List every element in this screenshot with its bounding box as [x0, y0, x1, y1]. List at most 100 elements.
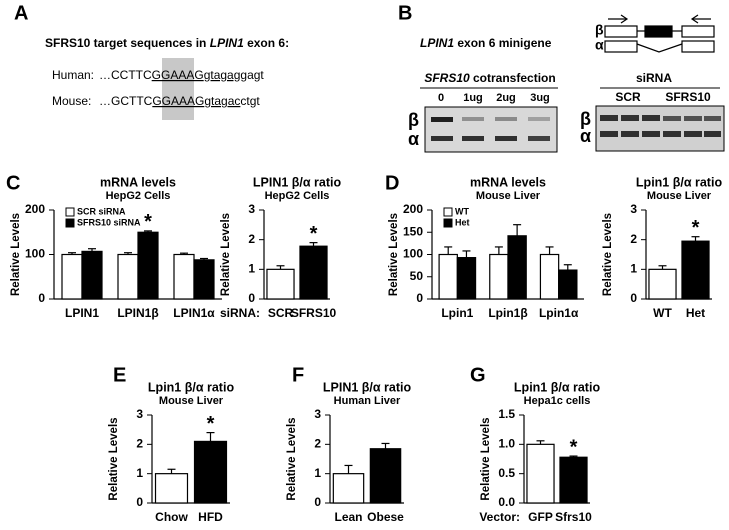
- lane-label: SFRS10: [665, 90, 711, 104]
- highlight: [162, 58, 194, 120]
- x-tick-label: Lpin1β: [488, 306, 527, 320]
- bar: [81, 250, 103, 300]
- y-tick-label: 2: [248, 232, 255, 246]
- heading: SFRS10 target sequences in LPIN1 exon 6:: [45, 36, 289, 50]
- y-tick-label: 3: [248, 202, 255, 216]
- y-tick-label: 2: [630, 232, 637, 246]
- y-tick-label: 0.5: [498, 466, 515, 480]
- x-tick-label: SCR: [268, 306, 294, 320]
- chart-subtitle: HepG2 Cells: [265, 190, 330, 202]
- chart-title: LPIN1 β/α ratio: [253, 175, 342, 189]
- y-tick-label: 0: [416, 291, 423, 305]
- bar: [266, 268, 295, 300]
- y-tick-label: 0: [38, 291, 45, 305]
- panel-label: A: [14, 2, 28, 24]
- panel-label: C: [6, 172, 20, 194]
- bar: [438, 253, 458, 300]
- y-tick-label: 1: [136, 466, 143, 480]
- y-tick-label: 1: [314, 466, 321, 480]
- sequence: …GCTTCGGAAAGgtagacctgt: [99, 94, 260, 108]
- legend-label: SFRS10 siRNA: [77, 217, 141, 227]
- y-tick-label: 0: [136, 495, 143, 509]
- bar: [193, 259, 215, 300]
- bar: [539, 253, 560, 300]
- y-tick-label: 200: [403, 202, 423, 216]
- x-tick-label: Lean: [334, 510, 362, 524]
- legend-swatch: [443, 207, 453, 217]
- bar: [648, 268, 677, 300]
- x-tick-label: Lpin1α: [539, 306, 579, 320]
- y-tick-label: 3: [136, 407, 143, 421]
- y-tick-label: 0: [248, 291, 255, 305]
- chart-subtitle: Human Liver: [334, 395, 401, 407]
- x-tick-label: Chow: [155, 510, 188, 524]
- bar: [369, 448, 402, 504]
- y-tick-label: 100: [403, 247, 423, 261]
- gel-band-label: α: [408, 129, 419, 149]
- x-axis-label: Vector:: [479, 510, 520, 524]
- y-tick-label: 2: [136, 437, 143, 451]
- x-tick-label: Sfrs10: [555, 510, 592, 524]
- y-axis-label: Relative Levels: [286, 417, 298, 500]
- gene: SFRS10: [424, 71, 470, 85]
- lane-label: 0: [438, 92, 444, 104]
- bar: [456, 257, 477, 300]
- chart-subtitle: Mouse Liver: [159, 395, 224, 407]
- y-tick-label: 1.5: [498, 407, 515, 421]
- legend-swatch: [65, 218, 75, 228]
- chart-title: Lpin1 β/α ratio: [148, 380, 235, 394]
- gel-title: SFRS10 cotransfection: [424, 71, 555, 85]
- bar: [558, 269, 578, 300]
- significance: *: [207, 413, 215, 435]
- chart-title: mRNA levels: [470, 175, 546, 189]
- chart-title: Lpin1 β/α ratio: [514, 380, 601, 394]
- chart-subtitle: HepG2 Cells: [106, 190, 171, 202]
- x-tick-label: LPIN1β: [117, 306, 158, 320]
- bar: [332, 473, 365, 504]
- isoform-label: β: [595, 22, 604, 38]
- y-axis-label: Relative Levels: [108, 417, 120, 500]
- legend-label: Het: [455, 217, 470, 227]
- species: Mouse:: [52, 94, 91, 108]
- chart-title: Lpin1 β/α ratio: [636, 175, 723, 189]
- x-tick-label: Lpin1: [441, 306, 473, 320]
- y-axis-label: Relative Levels: [10, 213, 22, 296]
- bar: [137, 231, 159, 300]
- legend-label: SCR siRNA: [77, 206, 126, 216]
- chart-subtitle: Hepa1c cells: [524, 395, 591, 407]
- y-tick-label: 150: [403, 224, 423, 238]
- gel-image: [424, 106, 558, 153]
- seq-part: …GCTTC: [99, 94, 153, 108]
- sequence: …CCTTCGGAAAGgtagaggagt: [99, 68, 264, 82]
- chart-subtitle: Mouse Liver: [476, 190, 541, 202]
- significance: *: [144, 211, 152, 233]
- bar: [681, 240, 710, 300]
- gel-band-label: β: [408, 110, 419, 130]
- legend-swatch: [443, 218, 453, 228]
- y-axis-label: Relative Levels: [220, 213, 232, 296]
- panel-label: E: [113, 364, 126, 386]
- x-tick-label: Obese: [367, 510, 404, 524]
- y-tick-label: 3: [630, 202, 637, 216]
- y-axis-label: Relative Levels: [602, 213, 614, 296]
- x-tick-label: HFD: [198, 510, 223, 524]
- isoform-label: α: [595, 37, 604, 53]
- x-tick-label: SFRS10: [291, 306, 337, 320]
- y-tick-label: 1: [248, 262, 255, 276]
- x-tick-label: LPIN1: [65, 306, 99, 320]
- bar: [173, 253, 195, 300]
- gel-band-label: β: [580, 109, 591, 129]
- x-tick-label: WT: [653, 306, 672, 320]
- legend-swatch: [65, 207, 75, 217]
- x-tick-label: GFP: [528, 510, 553, 524]
- x-tick-label: LPIN1α: [173, 306, 215, 320]
- seq-part: gtagag: [204, 68, 241, 82]
- bar: [526, 443, 555, 504]
- significance: *: [570, 436, 578, 458]
- y-axis-label: Relative Levels: [388, 213, 400, 296]
- bar: [193, 440, 228, 504]
- y-tick-label: 50: [410, 269, 424, 283]
- bar: [559, 456, 588, 504]
- title-part: cotransfection: [470, 71, 556, 85]
- bar: [507, 235, 527, 300]
